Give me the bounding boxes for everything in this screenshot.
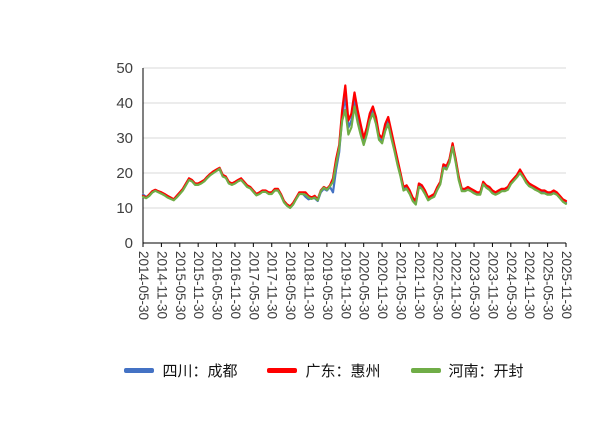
svg-text:0: 0	[125, 235, 133, 252]
svg-text:2025-05-30: 2025-05-30	[541, 251, 556, 320]
svg-text:50: 50	[116, 60, 133, 77]
svg-text:2015-11-30: 2015-11-30	[191, 251, 206, 319]
svg-text:30: 30	[116, 130, 133, 147]
svg-text:10: 10	[116, 200, 133, 217]
chart-legend: 四川：成都 广东：惠州 河南：开封	[0, 360, 612, 381]
svg-text:2021-11-30: 2021-11-30	[412, 251, 427, 319]
svg-text:2017-11-30: 2017-11-30	[265, 251, 280, 319]
legend-label-sichuan-chengdu: 四川：成都	[162, 363, 238, 380]
svg-text:2018-05-30: 2018-05-30	[283, 251, 298, 320]
svg-text:2025-11-30: 2025-11-30	[559, 251, 574, 319]
legend-item-guangdong-huizhou: 广东：惠州	[267, 360, 381, 381]
legend-item-sichuan-chengdu: 四川：成都	[124, 360, 237, 381]
svg-text:2022-05-30: 2022-05-30	[430, 251, 445, 320]
svg-text:2016-11-30: 2016-11-30	[228, 251, 243, 319]
svg-text:2024-05-30: 2024-05-30	[504, 251, 519, 320]
legend-marker-red-line-icon	[267, 368, 298, 373]
svg-text:2021-05-30: 2021-05-30	[393, 251, 408, 320]
legend-label-guangdong-huizhou: 广东：惠州	[305, 363, 381, 380]
svg-text:2023-11-30: 2023-11-30	[485, 251, 500, 319]
svg-text:2014-05-30: 2014-05-30	[136, 251, 151, 320]
legend-item-henan-kaifeng: 河南：开封	[410, 360, 524, 381]
svg-text:40: 40	[116, 95, 133, 112]
svg-text:2017-05-30: 2017-05-30	[246, 251, 261, 320]
svg-text:2024-11-30: 2024-11-30	[522, 251, 537, 319]
svg-text:2019-11-30: 2019-11-30	[338, 251, 353, 319]
svg-text:2020-11-30: 2020-11-30	[375, 251, 390, 319]
svg-text:2016-05-30: 2016-05-30	[210, 251, 225, 320]
legend-marker-blue-line-icon	[124, 368, 155, 373]
svg-text:2018-11-30: 2018-11-30	[302, 251, 317, 319]
svg-text:2020-05-30: 2020-05-30	[357, 251, 372, 320]
svg-text:20: 20	[116, 165, 133, 182]
svg-text:2015-05-30: 2015-05-30	[173, 251, 188, 320]
svg-text:2019-05-30: 2019-05-30	[320, 251, 335, 320]
svg-text:2023-05-30: 2023-05-30	[467, 251, 482, 320]
legend-label-henan-kaifeng: 河南：开封	[448, 363, 524, 380]
svg-text:2014-11-30: 2014-11-30	[154, 251, 169, 319]
svg-text:2022-11-30: 2022-11-30	[449, 251, 464, 319]
line-chart: 0 10 20 30 40 50 2014-05-30 2014-11-30 2015-05-3…	[116, 60, 574, 320]
legend-marker-green-line-icon	[410, 368, 441, 373]
